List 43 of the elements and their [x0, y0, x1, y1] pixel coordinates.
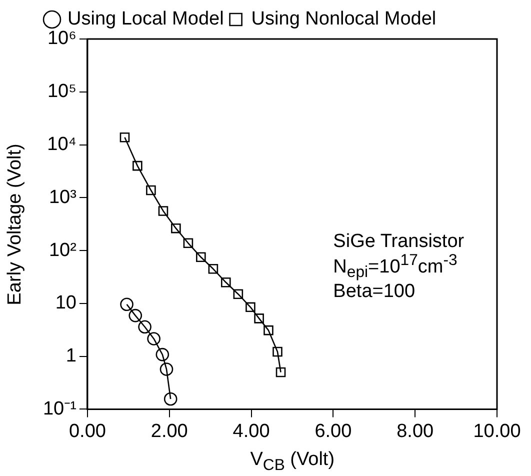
y-axis-title: Early Voltage (Volt) — [4, 143, 26, 305]
legend-label: Using Nonlocal Model — [251, 8, 436, 30]
point — [132, 160, 142, 171]
point — [138, 320, 152, 334]
annotation: N$_{epi}$=10$^{17}$cm$^{-3}$ — [333, 252, 458, 282]
point — [156, 348, 170, 362]
y-tick-label: 10⁴ — [47, 134, 76, 156]
y-tick-label: 1 — [66, 346, 76, 367]
point — [120, 298, 134, 312]
x-tick-label: 6.00 — [314, 420, 352, 442]
point — [160, 362, 174, 376]
point — [246, 302, 256, 312]
point — [120, 132, 130, 142]
y-tick-label: 10² — [48, 240, 76, 261]
x-tick-label: 0.00 — [68, 420, 106, 442]
point — [158, 206, 168, 216]
x-axis-title: V$_{CB}$ (Volt) — [250, 449, 335, 474]
annotation: SiGe Transistor — [333, 230, 464, 252]
point — [196, 252, 206, 262]
point — [146, 185, 156, 196]
x-tick-label: 2.00 — [150, 420, 188, 442]
point — [164, 392, 178, 406]
y-tick-label: 10³ — [48, 186, 76, 208]
point — [147, 332, 160, 346]
y-tick-label: 10 — [55, 292, 76, 314]
annotation: Beta=100 — [333, 280, 416, 303]
point — [128, 308, 142, 322]
legend-label: Using Local Model — [68, 8, 224, 30]
y-tick-label: 10⁵ — [47, 81, 76, 102]
x-tick-label: 10.00 — [473, 420, 521, 442]
point — [276, 367, 286, 378]
point — [183, 238, 194, 248]
point — [254, 314, 264, 324]
point — [233, 289, 244, 300]
point — [208, 264, 218, 274]
y-tick-label: 10⁶ — [47, 28, 76, 50]
x-tick-label: 8.00 — [396, 420, 434, 442]
point — [272, 346, 282, 357]
x-tick-label: 4.00 — [232, 420, 270, 442]
y-tick-label: 10⁻¹ — [42, 398, 76, 420]
point — [171, 223, 181, 234]
point — [264, 325, 274, 336]
point — [220, 277, 231, 288]
